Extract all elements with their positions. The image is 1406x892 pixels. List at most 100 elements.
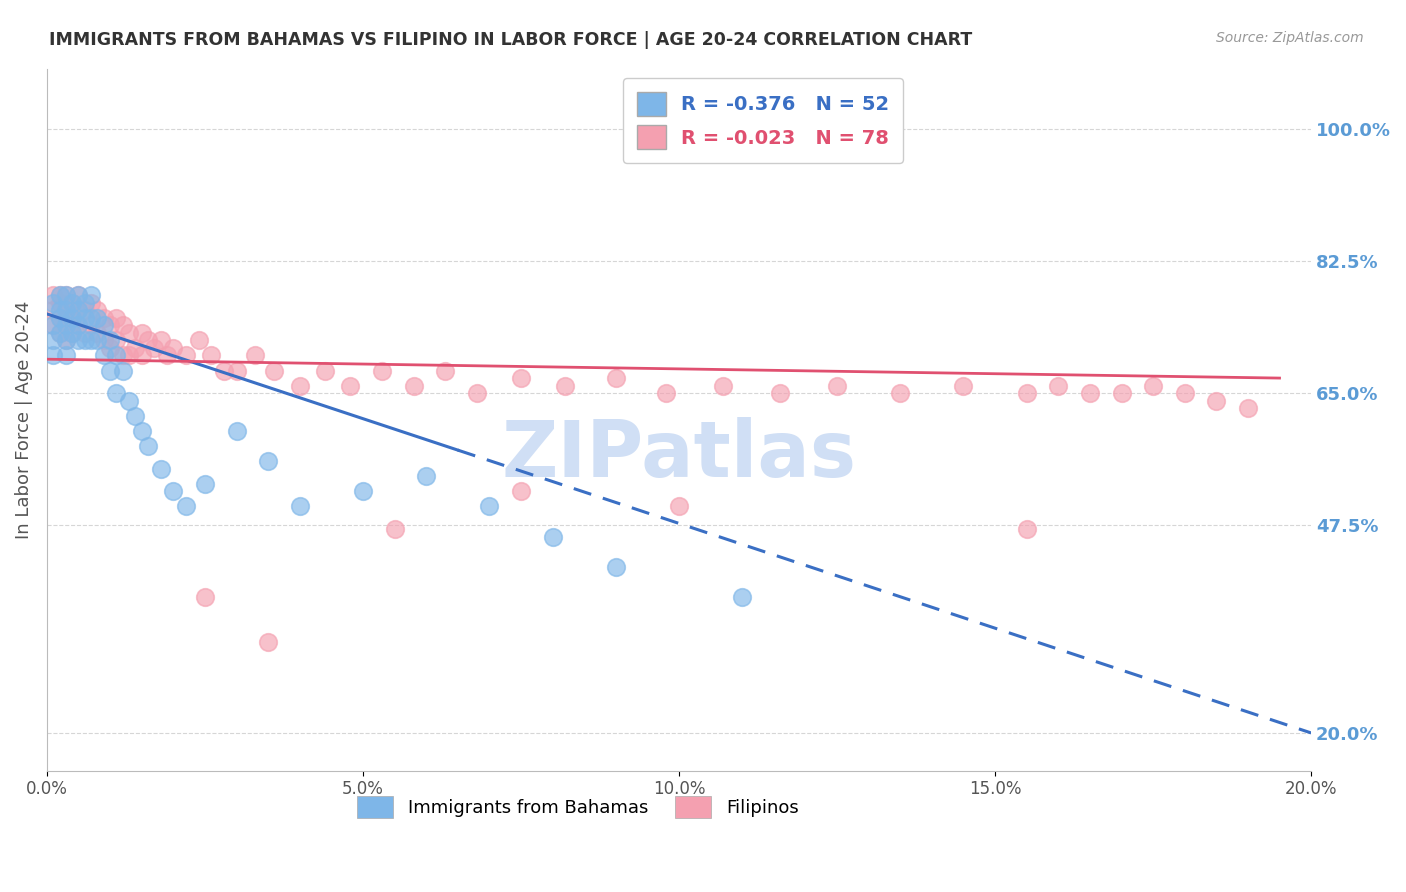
Point: [67, 303, 90, 318]
Point: [80, 318, 103, 333]
Point: [73, 326, 96, 340]
Point: [42, 318, 65, 333]
Point: [55, 348, 77, 362]
Point: [60, 326, 83, 340]
Point: [131, 326, 153, 340]
Point: [67, 334, 90, 348]
Point: [434, 363, 457, 377]
Point: [162, 484, 184, 499]
Point: [55, 318, 77, 333]
Point: [118, 326, 141, 340]
Point: [93, 318, 115, 333]
Point: [668, 500, 690, 514]
Point: [60, 310, 83, 325]
Point: [554, 378, 576, 392]
Point: [42, 348, 65, 362]
Point: [402, 378, 425, 392]
Point: [1047, 378, 1070, 392]
Point: [118, 393, 141, 408]
Point: [339, 378, 361, 392]
Point: [415, 469, 437, 483]
Point: [187, 334, 209, 348]
Point: [98, 363, 121, 377]
Point: [98, 341, 121, 355]
Point: [769, 386, 792, 401]
Point: [1142, 378, 1164, 392]
Point: [194, 590, 217, 604]
Point: [67, 303, 90, 318]
Point: [384, 522, 406, 536]
Point: [731, 590, 754, 604]
Point: [288, 500, 311, 514]
Point: [86, 310, 108, 325]
Point: [124, 341, 146, 355]
Point: [42, 288, 65, 302]
Point: [541, 530, 564, 544]
Point: [80, 334, 103, 348]
Point: [105, 386, 128, 401]
Y-axis label: In Labor Force | Age 20-24: In Labor Force | Age 20-24: [15, 301, 32, 539]
Point: [314, 363, 336, 377]
Point: [124, 409, 146, 423]
Point: [67, 288, 90, 302]
Point: [131, 424, 153, 438]
Point: [111, 348, 134, 362]
Point: [93, 334, 115, 348]
Point: [98, 318, 121, 333]
Point: [111, 363, 134, 377]
Point: [48, 295, 70, 310]
Point: [1205, 393, 1227, 408]
Point: [42, 334, 65, 348]
Text: ZIPatlas: ZIPatlas: [502, 417, 856, 492]
Point: [67, 288, 90, 302]
Point: [1237, 401, 1260, 416]
Point: [55, 334, 77, 348]
Point: [86, 303, 108, 318]
Point: [1078, 386, 1101, 401]
Point: [86, 334, 108, 348]
Point: [80, 288, 103, 302]
Point: [825, 378, 848, 392]
Point: [605, 371, 627, 385]
Point: [60, 326, 83, 340]
Point: [655, 386, 678, 401]
Point: [86, 326, 108, 340]
Point: [55, 334, 77, 348]
Point: [257, 635, 280, 649]
Point: [105, 348, 128, 362]
Point: [225, 363, 247, 377]
Point: [73, 334, 96, 348]
Point: [48, 303, 70, 318]
Point: [288, 378, 311, 392]
Point: [889, 386, 911, 401]
Point: [93, 310, 115, 325]
Point: [60, 295, 83, 310]
Point: [352, 484, 374, 499]
Point: [510, 484, 533, 499]
Point: [257, 454, 280, 468]
Point: [212, 363, 235, 377]
Point: [48, 310, 70, 325]
Point: [67, 318, 90, 333]
Point: [1174, 386, 1197, 401]
Point: [55, 288, 77, 302]
Point: [156, 348, 179, 362]
Point: [174, 500, 197, 514]
Point: [952, 378, 974, 392]
Point: [149, 461, 172, 475]
Point: [48, 326, 70, 340]
Point: [174, 348, 197, 362]
Point: [1015, 522, 1038, 536]
Point: [111, 318, 134, 333]
Text: IMMIGRANTS FROM BAHAMAS VS FILIPINO IN LABOR FORCE | AGE 20-24 CORRELATION CHART: IMMIGRANTS FROM BAHAMAS VS FILIPINO IN L…: [49, 31, 973, 49]
Point: [118, 348, 141, 362]
Point: [55, 288, 77, 302]
Point: [263, 363, 285, 377]
Point: [711, 378, 734, 392]
Point: [143, 341, 166, 355]
Point: [136, 334, 159, 348]
Point: [465, 386, 488, 401]
Point: [105, 334, 128, 348]
Point: [131, 348, 153, 362]
Point: [80, 295, 103, 310]
